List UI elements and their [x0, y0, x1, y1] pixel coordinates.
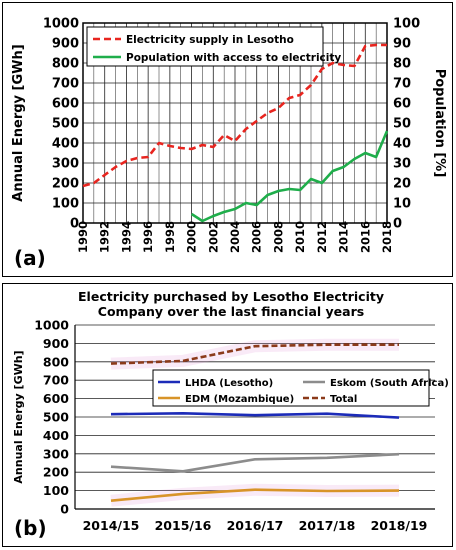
y-tick-label: 900 [43, 336, 69, 351]
y2-tick-label: 100 [393, 17, 420, 32]
x-tick-label: 2008 [271, 221, 285, 253]
series-line-2 [190, 130, 389, 223]
legend-label-1: Electricity supply in Lesotho [126, 34, 294, 46]
series-line-1 [110, 412, 400, 419]
y-tick-label: 600 [43, 391, 69, 406]
chart-panel-a: 0 100 200 300 400 500 600 700 800 900 1000 0 10 20 30 4… [2, 2, 453, 277]
x-tick-label: 1998 [163, 221, 177, 253]
x-tick-label: 1994 [119, 221, 133, 253]
chart-a-svg: 0 100 200 300 400 500 600 700 800 900 1000 0 10 20 30 4… [11, 17, 447, 271]
x-tick-label: 1990 [76, 221, 90, 253]
x-tick-label: 2018/19 [371, 518, 428, 533]
y-tick-label: 500 [43, 410, 69, 425]
y-tick-label: 500 [52, 117, 79, 132]
series-line-2 [110, 452, 400, 473]
y-tick-label: 1000 [34, 318, 69, 333]
legend-box [86, 26, 324, 67]
chart-panel-b: Electricity purchased by Lesotho Electri… [2, 283, 453, 547]
legend-label-4: Total [330, 394, 357, 405]
y2-tick-label: 0 [393, 217, 402, 232]
legend-label-2: Eskom (South Africa) [330, 378, 449, 389]
panel-label-a: (a) [14, 246, 46, 270]
y-tick-label: 400 [43, 428, 69, 443]
x-tick-label: 2015/16 [155, 518, 212, 533]
x-tick-label: 2018 [380, 221, 394, 253]
y-tick-label: 0 [60, 502, 69, 517]
x-tick-label: 1996 [141, 221, 155, 253]
y2-tick-label: 30 [393, 157, 411, 172]
y-tick-label: 700 [52, 77, 79, 92]
chart-title-line-2: Company over the last financial years [98, 304, 364, 319]
y2-tick-label: 10 [393, 197, 411, 212]
y-tick-label: 300 [43, 446, 69, 461]
y-tick-label: 100 [52, 197, 79, 212]
y2-tick-label: 70 [393, 77, 411, 92]
y-tick-label: 0 [70, 217, 79, 232]
x-tick-label: 2014 [337, 221, 351, 253]
legend-label-1: LHDA (Lesotho) [185, 378, 273, 389]
y-tick-label: 200 [43, 465, 69, 480]
series-line-1 [82, 43, 387, 188]
plot-frame [82, 22, 388, 224]
y2-tick-label: 60 [393, 97, 411, 112]
series-line-3 [110, 488, 400, 502]
panel-label-b: (b) [14, 516, 47, 540]
chart-title-line-1: Electricity purchased by Lesotho Electri… [78, 289, 384, 304]
legend-label-2: Population with access to electricity [126, 52, 341, 64]
y-tick-label: 200 [52, 177, 79, 192]
y-tick-label: 100 [43, 483, 69, 498]
y-tick-label: 300 [52, 157, 79, 172]
y2-tick-label: 80 [393, 57, 411, 72]
x-tick-label: 1992 [98, 221, 112, 253]
x-tick-label: 2004 [228, 221, 242, 253]
y-tick-label: 600 [52, 97, 79, 112]
series-line-4 [110, 343, 399, 365]
x-tick-label: 2014/15 [83, 518, 140, 533]
y-tick-label: 900 [52, 37, 79, 52]
y2-tick-label: 40 [393, 137, 411, 152]
y-axis-title: Annual Energy [GWh] [11, 44, 26, 201]
y-tick-label: 700 [43, 373, 69, 388]
y-tick-label: 400 [52, 137, 79, 152]
y2-tick-label: 90 [393, 37, 411, 52]
series-glow [110, 338, 399, 370]
x-tick-label: 2000 [185, 221, 199, 253]
y2-tick-label: 50 [393, 117, 411, 132]
y-axis-title: Annual Energy [GWh] [12, 350, 25, 483]
legend-label-3: EDM (Mozambique) [185, 394, 294, 405]
y-tick-label: 1000 [43, 17, 79, 32]
y2-tick-label: 20 [393, 177, 411, 192]
legend-box [152, 369, 430, 407]
x-tick-label: 2006 [250, 221, 264, 253]
x-tick-label: 2002 [206, 221, 220, 253]
x-tick-label: 2016/17 [227, 518, 284, 533]
y-tick-label: 800 [52, 57, 79, 72]
chart-b-svg: Electricity purchased by Lesotho Electri… [12, 289, 449, 540]
x-tick-label: 2010 [293, 221, 307, 253]
y2-axis-title: Population [%] [432, 69, 447, 178]
y-tick-label: 800 [43, 354, 69, 369]
x-tick-label: 2017/18 [299, 518, 356, 533]
x-tick-label: 2012 [315, 221, 329, 253]
x-tick-label: 2016 [358, 221, 372, 253]
